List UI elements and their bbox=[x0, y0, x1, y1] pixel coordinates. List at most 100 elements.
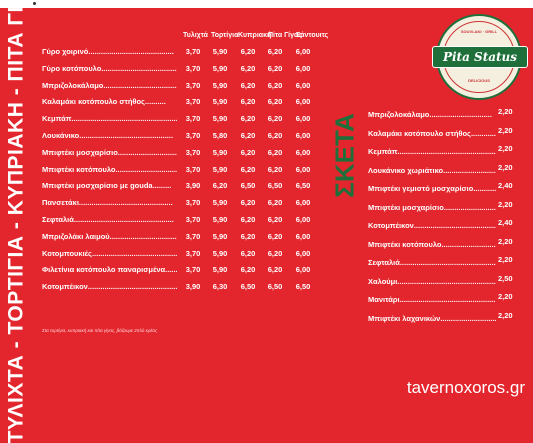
menu-item-price: 6,00 bbox=[295, 231, 311, 241]
menu-item-price: 6,50 bbox=[267, 282, 283, 292]
sketa-row: Μπιφτέκι κοτόπουλο......................… bbox=[368, 236, 528, 254]
menu-item-price: 6,20 bbox=[240, 198, 256, 208]
logo-bottom-text: DELICIOUS bbox=[468, 78, 490, 83]
menu-item-price: 6,20 bbox=[240, 164, 256, 174]
vertical-title: ΤΥΛΙΧΤΑ - ΤΟΡΤΙΓΙΑ - ΚΥΠΡΙΑΚΗ - ΠΙΤΑ ΓΙΓ… bbox=[2, 0, 30, 443]
menu-item-price: 6,00 bbox=[295, 97, 311, 107]
header-kypriaki: Κυπριακή bbox=[238, 32, 272, 39]
sketa-item-name: Κοτομπέικον.............................… bbox=[368, 221, 496, 230]
menu-item-price: 6,20 bbox=[267, 80, 283, 90]
menu-item-price: 6,00 bbox=[295, 265, 311, 275]
sketa-row: Χαλούμι.................................… bbox=[368, 273, 528, 291]
menu-item-price: 5,90 bbox=[212, 265, 228, 275]
sketa-item-price: 2,40 bbox=[498, 218, 513, 227]
sketa-item-price: 2,20 bbox=[498, 199, 513, 209]
sketa-item-name: Σεφταλιά................................… bbox=[368, 258, 496, 267]
sketa-item-name: Μπιφτέκι κοτόπουλο......................… bbox=[368, 239, 496, 249]
menu-item-price: 5,80 bbox=[212, 131, 228, 140]
sketa-item-price: 2,20 bbox=[498, 125, 513, 135]
menu-item-price: 6,50 bbox=[295, 282, 311, 292]
sketa-title: ΣΚΕΤΑ bbox=[330, 100, 360, 210]
menu-item-name: Λουκάνικο...............................… bbox=[42, 131, 174, 140]
sketa-title-text: ΣΚΕΤΑ bbox=[329, 112, 360, 198]
menu-item-price: 6,20 bbox=[267, 63, 283, 73]
header-tortigia: Τορτίγια bbox=[211, 32, 239, 39]
menu-item-name: Καλαμάκι κοτόπουλο στήθος.......... bbox=[42, 97, 166, 107]
menu-item-price: 5,90 bbox=[212, 80, 228, 90]
menu-item-price: 6,50 bbox=[267, 181, 283, 191]
menu-item-price: 6,20 bbox=[240, 80, 256, 90]
menu-item-name: Σεφταλιά................................… bbox=[42, 215, 174, 224]
menu-item-name: Πανσετάκι...............................… bbox=[42, 198, 173, 208]
menu-item-price: 6,20 bbox=[267, 47, 283, 56]
menu-item-price: 6,20 bbox=[267, 265, 283, 275]
menu-item-price: 6,20 bbox=[240, 231, 256, 241]
menu-item-price: 3,70 bbox=[185, 80, 201, 90]
menu-item-price: 5,90 bbox=[212, 215, 228, 224]
menu-item-price: 6,20 bbox=[267, 198, 283, 208]
menu-item-price: 6,20 bbox=[240, 131, 256, 140]
menu-item-name: Γύρο κοτόπουλο..........................… bbox=[42, 63, 177, 73]
menu-item-price: 3,70 bbox=[185, 248, 201, 258]
sketa-item-name: Καλαμάκι κοτόπουλο στήθος............... bbox=[368, 128, 496, 138]
menu-item-price: 6,00 bbox=[295, 114, 311, 124]
menu-item-name: Μπριζολοκάλαμο..........................… bbox=[42, 80, 177, 90]
header-pita-gigas: Πίτα Γίγας bbox=[268, 32, 302, 39]
sketa-item-name: Μπιφτέκι γεμιστό μοσχαρίσιο............. bbox=[368, 184, 496, 193]
menu-item-price: 3,70 bbox=[185, 265, 201, 275]
sketa-row: Μπιφτέκι λαχανικών......................… bbox=[368, 311, 528, 328]
menu-item-price: 6,20 bbox=[267, 147, 283, 157]
menu-item-price: 3,90 bbox=[185, 282, 201, 292]
logo-banner: Pita Status bbox=[432, 46, 528, 68]
top-strip bbox=[0, 0, 533, 8]
menu-item-price: 6,00 bbox=[295, 80, 311, 90]
menu-item-price: 3,90 bbox=[185, 181, 201, 191]
menu-item-price: 5,90 bbox=[212, 97, 228, 107]
menu-item-price: 6,20 bbox=[267, 231, 283, 241]
menu-item-price: 3,70 bbox=[185, 231, 201, 241]
menu-item-name: Μπιφτέκι μοσχαρίσιο.....................… bbox=[42, 147, 177, 157]
menu-item-price: 3,70 bbox=[185, 164, 201, 174]
menu-item-name: Φιλετίνια κοτόπουλο παναρισμένα......... bbox=[42, 265, 177, 275]
menu-item-price: 6,00 bbox=[295, 198, 311, 208]
sketa-item-price: 2,20 bbox=[498, 162, 513, 172]
sketa-row: Μπριζολοκάλαμο..........................… bbox=[368, 107, 528, 124]
menu-item-price: 3,70 bbox=[185, 63, 201, 73]
sketa-item-name: Χαλούμι.................................… bbox=[368, 276, 496, 286]
menu-item-price: 6,00 bbox=[295, 147, 311, 157]
sketa-item-name: Μανιτάρι................................… bbox=[368, 295, 496, 304]
sketa-row: Κεμπάπ..................................… bbox=[368, 144, 528, 161]
menu-item-name: Κοτομπέικον.............................… bbox=[42, 282, 177, 292]
sketa-row: Λουκάνικο χωριάτικο.....................… bbox=[368, 162, 528, 180]
menu-item-price: 5,90 bbox=[212, 231, 228, 241]
menu-item-price: 6,20 bbox=[267, 164, 283, 174]
header-tylixta: Τυλιχτά bbox=[183, 32, 208, 39]
menu-item-price: 6,20 bbox=[267, 97, 283, 107]
vertical-title-text: ΤΥΛΙΧΤΑ - ΤΟΡΤΙΓΙΑ - ΚΥΠΡΙΑΚΗ - ΠΙΤΑ ΓΙΓ… bbox=[4, 0, 27, 443]
menu-item-name: Γύρο χοιρινό............................… bbox=[42, 47, 174, 56]
menu-item-price: 6,20 bbox=[240, 147, 256, 157]
menu-item-name: Κοτομπουκιές............................… bbox=[42, 248, 177, 258]
sketa-item-price: 2,20 bbox=[498, 107, 513, 116]
menu-item-price: 3,70 bbox=[185, 131, 201, 140]
menu-item-price: 6,20 bbox=[267, 215, 283, 224]
sketa-row: Σεφταλιά................................… bbox=[368, 255, 528, 272]
menu-item-price: 5,90 bbox=[212, 198, 228, 208]
menu-item-price: 5,90 bbox=[212, 47, 228, 56]
sketa-item-price: 2,50 bbox=[498, 273, 513, 283]
menu-item-price: 5,90 bbox=[212, 63, 228, 73]
header-sandouits: Σάντουιτς bbox=[296, 32, 329, 39]
menu-item-price: 6,00 bbox=[295, 164, 311, 174]
menu-item-price: 3,70 bbox=[185, 47, 201, 56]
logo-top-text: SOUVLAKI · GRILL bbox=[460, 29, 498, 34]
pita-status-logo: SOUVLAKI · GRILL Pita Status DELICIOUS bbox=[432, 14, 528, 100]
menu-item-price: 6,30 bbox=[212, 282, 228, 292]
menu-item-price: 6,20 bbox=[240, 215, 256, 224]
menu-item-price: 6,20 bbox=[267, 114, 283, 124]
menu-item-name: Κεμπάπ..................................… bbox=[42, 114, 177, 124]
menu-item-price: 3,70 bbox=[185, 147, 201, 157]
menu-item-price: 3,70 bbox=[185, 215, 201, 224]
sketa-item-name: Λουκάνικο χωριάτικο.....................… bbox=[368, 165, 496, 175]
sketa-item-price: 2,20 bbox=[498, 236, 513, 246]
menu-item-price: 6,00 bbox=[295, 131, 311, 140]
